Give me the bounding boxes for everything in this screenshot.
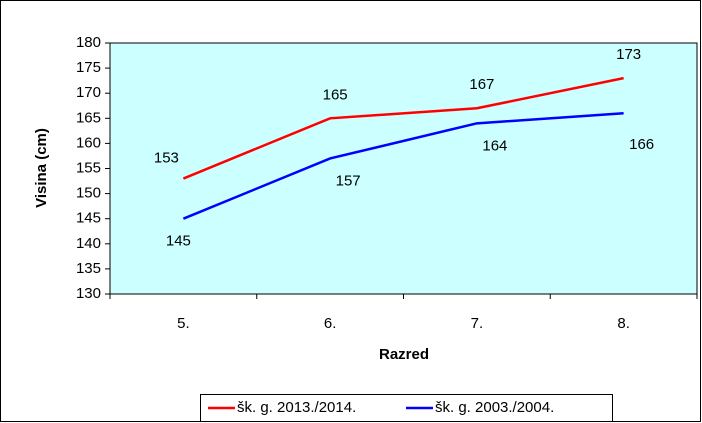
data-label: 153: [154, 150, 179, 167]
y-tick-label: 140: [76, 235, 101, 252]
data-label: 157: [336, 172, 361, 189]
y-tick-label: 165: [76, 109, 101, 126]
y-tick-label: 180: [76, 34, 101, 51]
data-label: 164: [482, 137, 507, 154]
data-label: 145: [166, 233, 191, 250]
x-tick-label: 6.: [324, 315, 337, 332]
data-label: 165: [323, 86, 348, 103]
y-tick-label: 135: [76, 260, 101, 277]
series-line: [182, 112, 624, 220]
x-tick-label: 5.: [177, 315, 190, 332]
y-tick-label: 130: [76, 285, 101, 302]
data-label: 167: [469, 76, 494, 93]
series-line: [182, 76, 624, 180]
y-tick-label: 175: [76, 59, 101, 76]
legend-label: šk. g. 2003./2004.: [435, 399, 554, 416]
data-label: 166: [629, 136, 654, 153]
y-axis-label: Visina (cm): [33, 128, 50, 208]
x-tick-label: 7.: [471, 315, 484, 332]
y-tick-label: 160: [76, 134, 101, 151]
x-axis-label: Razred: [379, 346, 429, 363]
y-tick-label: 170: [76, 84, 101, 101]
y-tick-label: 155: [76, 159, 101, 176]
x-tick-label: 8.: [617, 315, 630, 332]
y-tick-label: 145: [76, 210, 101, 227]
y-tick-label: 150: [76, 185, 101, 202]
legend-label: šk. g. 2013./2014.: [237, 399, 356, 416]
data-label: 173: [616, 46, 641, 63]
